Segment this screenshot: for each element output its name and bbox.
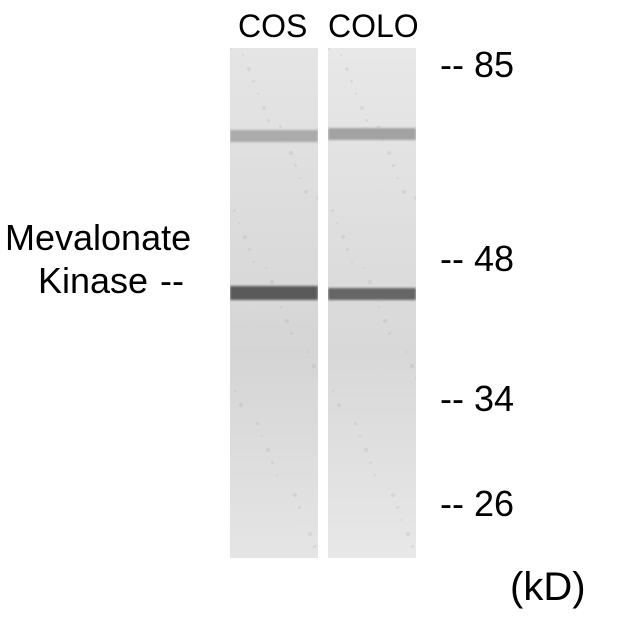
band	[328, 288, 416, 300]
unit-label: (kD)	[510, 565, 586, 610]
lane-colo	[328, 48, 416, 558]
band	[230, 130, 318, 142]
marker-48: -- 48	[440, 238, 514, 280]
band	[328, 128, 416, 140]
band	[230, 286, 318, 300]
protein-indicator: --	[160, 260, 184, 302]
marker-26: -- 26	[440, 483, 514, 525]
marker-85: -- 85	[440, 44, 514, 86]
protein-label-line2: Kinase	[38, 260, 148, 302]
protein-label-line1: Mevalonate	[5, 217, 191, 259]
lane-label-1: COS	[238, 8, 307, 45]
lane-label-2: COLO	[328, 8, 419, 45]
marker-34: -- 34	[440, 378, 514, 420]
lane-cos	[230, 48, 318, 558]
blot-container: COS COLO Mevalonate Kinase -- -- 85 -- 4…	[0, 0, 617, 624]
